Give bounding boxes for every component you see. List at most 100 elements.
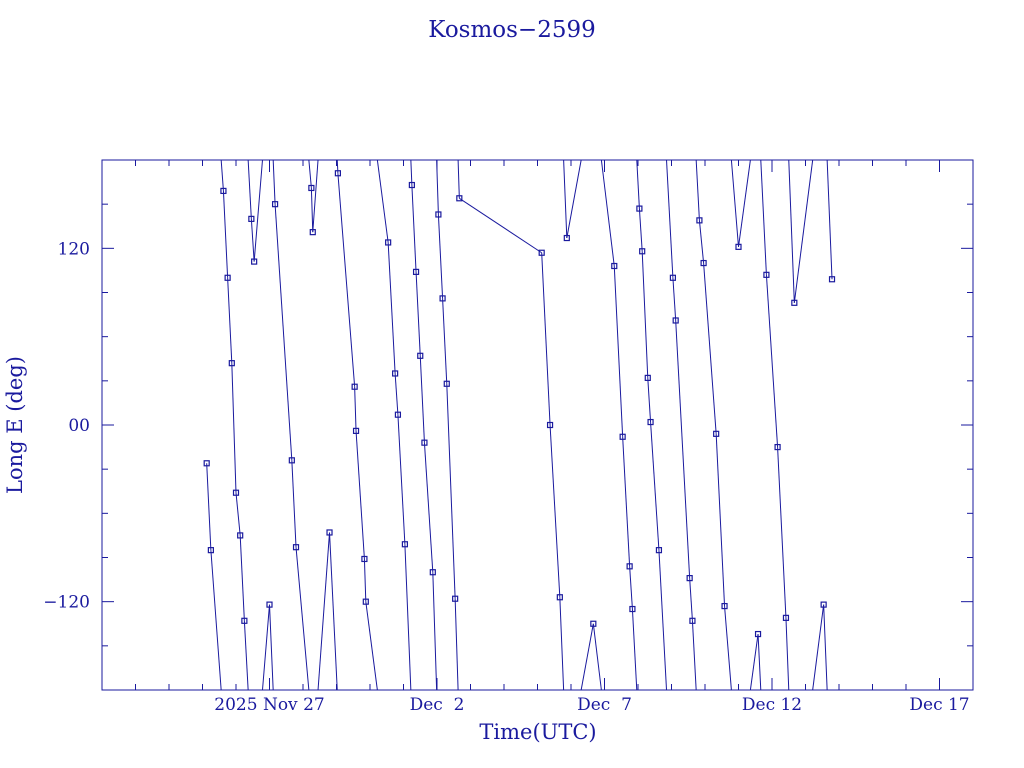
data-point [203,460,210,467]
chart-title: Kosmos−2599 [428,17,595,43]
series-line-segment [308,159,312,189]
x-tick-label: 2025 Nov 27 [214,695,324,715]
series-line-segment [317,532,331,691]
series-line-segment [793,159,814,303]
series-line-segment [549,424,561,598]
series-line-segment [765,274,779,448]
data-point [309,229,316,236]
data-point [241,617,248,624]
series-line-segment [312,159,319,233]
series-line-segment [220,159,224,191]
data-point [292,544,300,551]
data-point [224,274,231,281]
data-point [820,601,827,608]
series-line-segment [592,623,602,691]
series-line-segment [823,604,828,691]
series-line-segment [415,271,421,356]
series-line-segment [724,606,732,691]
series-line-segment [239,535,245,621]
x-tick-label: Dec 7 [577,695,632,715]
data-point [689,617,696,624]
series-line-segment [715,433,726,607]
series-line-segment [355,430,365,560]
series-line-segment [437,214,444,299]
data-point [385,239,392,246]
series-line-segment [812,604,825,691]
series-line-segment [459,197,542,254]
data-point [392,370,399,377]
data-point [266,601,273,608]
series-line-segment [826,159,833,280]
series-line-segment [250,218,255,262]
data-point [721,602,728,610]
series-line-segment [310,187,314,233]
data-point [672,317,679,324]
series-line-segment [411,185,417,272]
series-line-segment [695,159,700,221]
series-line-segment [777,447,787,618]
series-line-segment [231,363,237,493]
series-line-segment [363,558,367,602]
data-point [308,184,315,192]
data-point [326,529,333,536]
series-line-segment [376,159,389,243]
data-point [429,569,436,576]
data-point [590,620,597,627]
series-line-segment [730,159,739,247]
series-line-segment [760,159,767,275]
series-line-segment [272,159,276,205]
data-point [626,563,633,570]
data-point [452,595,459,602]
series-line-segment [253,159,263,262]
series-line-segment [295,547,310,691]
series-line-segment [432,572,438,691]
data-point [435,211,442,218]
series-line-segment [337,173,356,387]
data-point [408,181,415,189]
data-point [421,439,428,446]
data-point [782,614,790,621]
series-line-segment [436,159,439,215]
data-point [735,243,742,250]
data-point [237,532,244,539]
series-line-segment [442,298,448,384]
data-point [232,489,240,496]
series-line-segment [600,159,615,267]
series-line-segment [788,159,795,303]
series-line-segment [757,634,762,691]
data-point [828,276,836,283]
y-tick-label: 120 [58,239,90,259]
series-line-segment [354,386,357,431]
data-markers [203,170,836,638]
series-line-segment [329,532,338,691]
series-line-segment [227,277,233,364]
series-line-segment [423,442,434,573]
data-point [334,170,341,177]
data-point [288,457,295,464]
plot-frame [101,159,974,691]
series-line-segment [629,566,633,610]
data-point [546,421,554,429]
series-line-segment [698,220,705,264]
series-line-segment [274,204,293,461]
data-point [647,418,654,426]
series-line-segment [563,159,568,239]
series-line-segment [541,252,551,426]
data-point [696,217,703,224]
series-line-segment [641,251,649,378]
x-tick-label: Dec 2 [410,695,465,715]
data-point [351,383,358,390]
data-point [207,547,214,554]
series-line-segment [235,492,241,536]
series-line-segment [689,578,693,621]
series-line-segment [638,208,643,252]
series-line-segment [658,550,668,691]
data-point [636,205,643,212]
series-line-segment [749,633,759,691]
x-tick-label: Dec 17 [909,695,969,715]
series-lines [206,159,833,691]
series-line-segment [206,463,212,551]
series-line-segment [738,159,751,247]
series-line-segment [410,159,413,186]
data-point [361,555,368,563]
